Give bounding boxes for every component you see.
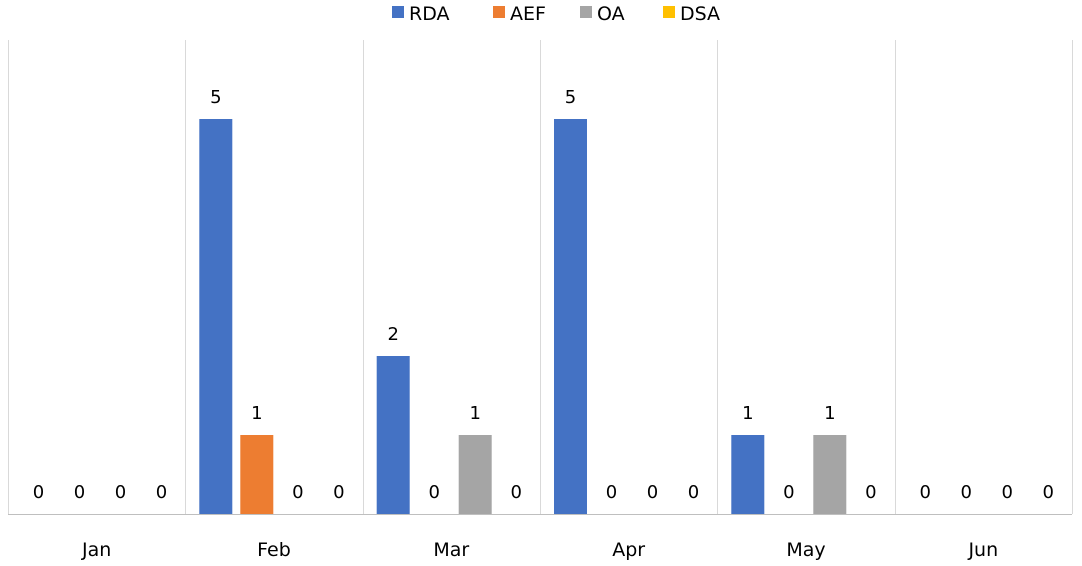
data-label-aef-jan: 0 — [74, 482, 85, 503]
legend-label-aef: AEF — [510, 3, 546, 25]
x-tick-label-jun: Jun — [967, 539, 998, 561]
data-label-oa-apr: 0 — [647, 482, 658, 503]
data-label-dsa-jan: 0 — [156, 482, 167, 503]
data-label-oa-may: 1 — [824, 403, 835, 424]
x-tick-label-jan: Jan — [81, 539, 111, 561]
data-label-rda-feb: 5 — [210, 87, 221, 108]
legend-label-oa: OA — [597, 3, 625, 25]
bar-rda-feb — [199, 119, 233, 514]
x-tick-label-feb: Feb — [257, 539, 291, 561]
legend-swatch-dsa — [663, 6, 675, 18]
data-label-rda-jun: 0 — [919, 482, 930, 503]
x-axis: Jan Feb Mar Apr May Jun — [8, 514, 1072, 561]
data-label-dsa-jun: 0 — [1042, 482, 1053, 503]
legend-swatch-oa — [580, 6, 592, 18]
legend-swatch-aef — [493, 6, 505, 18]
bar-oa-may — [813, 435, 847, 514]
data-label-oa-jan: 0 — [115, 482, 126, 503]
x-tick-label-mar: Mar — [433, 539, 469, 561]
data-label-rda-jan: 0 — [33, 482, 44, 503]
data-label-rda-may: 1 — [742, 403, 753, 424]
legend-label-rda: RDA — [409, 3, 450, 25]
bar-aef-feb — [240, 435, 274, 514]
category-separators — [8, 40, 1073, 514]
data-label-oa-mar: 1 — [469, 403, 480, 424]
data-label-oa-jun: 0 — [1001, 482, 1012, 503]
data-label-dsa-mar: 0 — [510, 482, 521, 503]
bars — [199, 119, 847, 514]
legend: RDA AEF OA DSA — [392, 3, 720, 25]
x-tick-label-may: May — [786, 539, 825, 561]
data-label-aef-mar: 0 — [428, 482, 439, 503]
data-label-aef-feb: 1 — [251, 403, 262, 424]
bar-rda-may — [731, 435, 765, 514]
data-label-dsa-apr: 0 — [688, 482, 699, 503]
data-label-oa-feb: 0 — [292, 482, 303, 503]
legend-label-dsa: DSA — [680, 3, 720, 25]
data-label-aef-may: 0 — [783, 482, 794, 503]
data-label-dsa-may: 0 — [865, 482, 876, 503]
data-label-rda-mar: 2 — [387, 324, 398, 345]
data-label-dsa-feb: 0 — [333, 482, 344, 503]
data-label-rda-apr: 5 — [565, 87, 576, 108]
bar-rda-mar — [376, 356, 410, 514]
legend-swatch-rda — [392, 6, 404, 18]
bar-oa-mar — [458, 435, 492, 514]
x-tick-label-apr: Apr — [612, 539, 645, 561]
data-label-aef-apr: 0 — [606, 482, 617, 503]
bar-rda-apr — [554, 119, 587, 514]
data-label-aef-jun: 0 — [960, 482, 971, 503]
